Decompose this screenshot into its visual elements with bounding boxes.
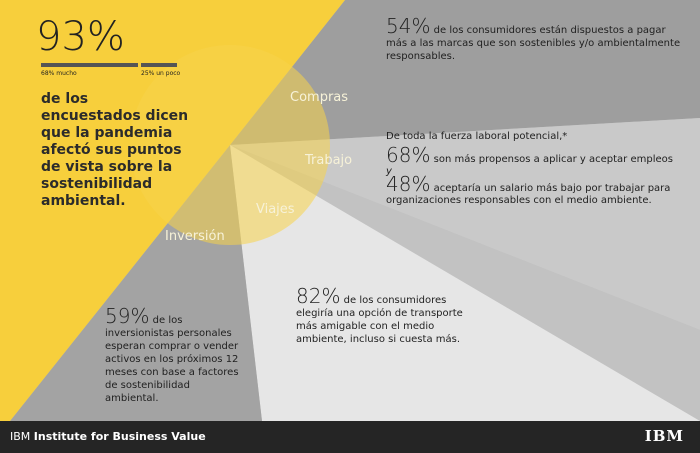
bar-un-poco: [141, 63, 177, 67]
center-circle: [130, 45, 330, 245]
bar-label-un-poco: 25% un poco: [141, 70, 181, 77]
compras-text: de los consumidores están dispuestos a p…: [386, 25, 681, 62]
footer-brand-bold: Institute for Business Value: [33, 430, 206, 443]
trabajo-value-2: 48%: [386, 172, 431, 196]
inversion-value: 59%: [105, 304, 150, 328]
inversion-text: de los inversionistas personales esperan…: [105, 315, 239, 404]
trabajo-conj: y: [386, 166, 392, 177]
ibm-logo: IBM: [644, 427, 684, 445]
viajes-text: de los consumidores elegiría una opción …: [296, 295, 463, 345]
wedge-trabajo: [230, 118, 700, 330]
label-viajes: Viajes: [256, 202, 295, 217]
headline-text: de los encuestados dicen que la pandemia…: [41, 91, 189, 209]
label-trabajo: Trabajo: [305, 153, 353, 168]
footer-brand-light: IBM: [10, 430, 31, 443]
trabajo-value-1: 68%: [386, 143, 431, 167]
label-compras: Compras: [290, 90, 349, 105]
wedge-viajes: [230, 145, 700, 421]
footer: IBM Institute for Business Value IBM: [0, 421, 700, 453]
wedge-compras: [230, 0, 700, 145]
viajes-value: 82%: [296, 284, 341, 308]
bar-label-mucho: 68% mucho: [41, 70, 77, 77]
headline-value: 93%: [36, 14, 125, 60]
trabajo-intro: De toda la fuerza laboral potencial,*: [386, 131, 568, 142]
compras-value: 54%: [386, 14, 431, 38]
bar-mucho: [41, 63, 138, 67]
label-inversion: Inversión: [165, 229, 225, 244]
trabajo-text-2: aceptaría un salario más bajo por trabaj…: [386, 183, 671, 206]
trabajo-text-1: son más propensos a aplicar y aceptar em…: [433, 154, 673, 165]
background-wedges: [0, 0, 700, 421]
